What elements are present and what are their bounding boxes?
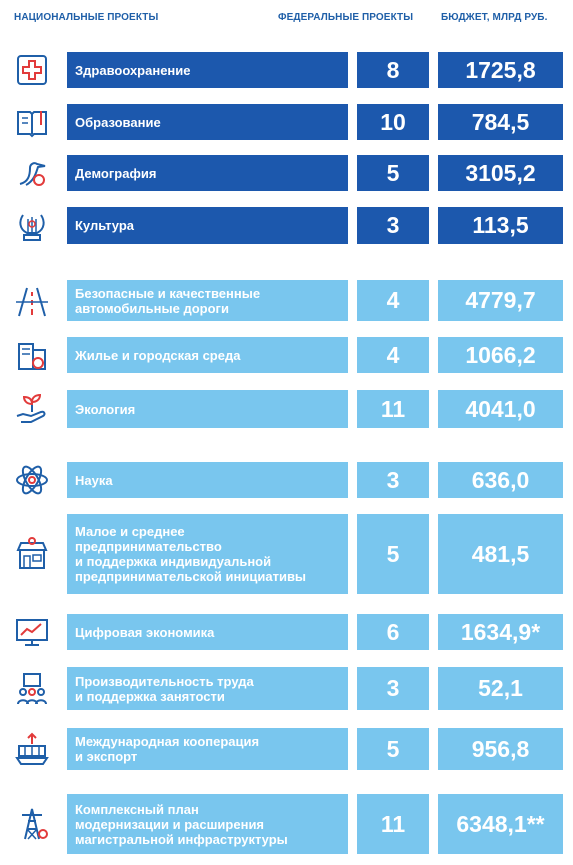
federal-projects-count: 3 (357, 462, 429, 498)
project-row: Образование 10 784,5 (0, 104, 573, 140)
budget-value: 6348,1** (438, 794, 563, 854)
buildings-icon (13, 336, 51, 374)
project-name-text: Комплексный план модернизации и расширен… (75, 801, 288, 847)
header-federal-projects: ФЕДЕРАЛЬНЫЕ ПРОЕКТЫ (278, 12, 414, 23)
project-name: Наука (67, 462, 348, 498)
project-name-text: Международная кооперация и экспорт (75, 734, 260, 764)
project-name-text: Цифровая экономика (75, 624, 215, 640)
atom-icon (13, 461, 51, 499)
project-name-text: Здравоохранение (75, 62, 191, 78)
budget-value: 956,8 (438, 728, 563, 770)
plant-hand-icon (13, 390, 51, 428)
project-name: Цифровая экономика (67, 614, 348, 650)
project-row: Культура 3 113,5 (0, 207, 573, 244)
project-name-text: Жилье и городская среда (75, 347, 241, 363)
project-name: Производительность труда и поддержка зан… (67, 667, 348, 710)
budget-value: 3105,2 (438, 155, 563, 191)
shop-icon (13, 535, 51, 573)
project-name: Экология (67, 390, 348, 428)
road-icon (13, 282, 51, 320)
project-name: Демография (67, 155, 348, 191)
project-name-text: Производительность труда и поддержка зан… (75, 673, 254, 704)
project-name: Культура (67, 207, 348, 244)
project-name: Образование (67, 104, 348, 140)
header-budget: БЮДЖЕТ, МЛРД РУБ. (441, 12, 548, 23)
federal-projects-count: 5 (357, 514, 429, 594)
federal-projects-count: 11 (357, 794, 429, 854)
budget-value: 4779,7 (438, 280, 563, 321)
budget-value: 52,1 (438, 667, 563, 710)
project-row: Жилье и городская среда 4 1066,2 (0, 337, 573, 373)
header-national-projects: НАЦИОНАЛЬНЫЕ ПРОЕКТЫ (14, 12, 159, 23)
budget-value: 1066,2 (438, 337, 563, 373)
project-name-text: Демография (75, 165, 157, 181)
monitor-chart-icon (13, 613, 51, 651)
project-name-text: Малое и среднее предпринимательство и по… (75, 524, 307, 584)
federal-projects-count: 3 (357, 207, 429, 244)
project-row: Безопасные и качественные автомобильные … (0, 280, 573, 321)
workers-icon (13, 670, 51, 708)
project-name-text: Наука (75, 472, 113, 488)
project-name: Жилье и городская среда (67, 337, 348, 373)
budget-value: 481,5 (438, 514, 563, 594)
stork-icon (13, 154, 51, 192)
cargo-export-icon (13, 730, 51, 768)
power-tower-icon (13, 805, 51, 843)
project-name: Малое и среднее предпринимательство и по… (67, 514, 348, 594)
federal-projects-count: 4 (357, 280, 429, 321)
project-row: Малое и среднее предпринимательство и по… (0, 514, 573, 594)
project-name-text: Безопасные и качественные автомобильные … (75, 285, 261, 316)
budget-value: 4041,0 (438, 390, 563, 428)
project-name: Здравоохранение (67, 52, 348, 88)
budget-value: 636,0 (438, 462, 563, 498)
federal-projects-count: 5 (357, 155, 429, 191)
budget-value: 1634,9* (438, 614, 563, 650)
project-row: Демография 5 3105,2 (0, 155, 573, 191)
federal-projects-count: 6 (357, 614, 429, 650)
project-row: Международная кооперация и экспорт 5 956,8 (0, 728, 573, 770)
budget-value: 784,5 (438, 104, 563, 140)
project-name-text: Образование (75, 114, 161, 130)
project-row: Здравоохранение 8 1725,8 (0, 52, 573, 88)
project-row: Наука 3 636,0 (0, 462, 573, 498)
project-name: Комплексный план модернизации и расширен… (67, 794, 348, 854)
medical-cross-icon (13, 51, 51, 89)
project-name-text: Экология (75, 401, 136, 417)
federal-projects-count: 10 (357, 104, 429, 140)
project-row: Экология 11 4041,0 (0, 390, 573, 428)
federal-projects-count: 3 (357, 667, 429, 710)
project-row: Производительность труда и поддержка зан… (0, 667, 573, 710)
project-name: Международная кооперация и экспорт (67, 728, 348, 770)
federal-projects-count: 5 (357, 728, 429, 770)
project-name-text: Культура (75, 218, 135, 233)
project-row: Комплексный план модернизации и расширен… (0, 794, 573, 854)
federal-projects-count: 11 (357, 390, 429, 428)
federal-projects-count: 8 (357, 52, 429, 88)
lyre-icon (13, 207, 51, 245)
budget-value: 1725,8 (438, 52, 563, 88)
project-row: Цифровая экономика 6 1634,9* (0, 614, 573, 650)
project-name: Безопасные и качественные автомобильные … (67, 280, 348, 321)
book-icon (13, 103, 51, 141)
federal-projects-count: 4 (357, 337, 429, 373)
budget-value: 113,5 (438, 207, 563, 244)
